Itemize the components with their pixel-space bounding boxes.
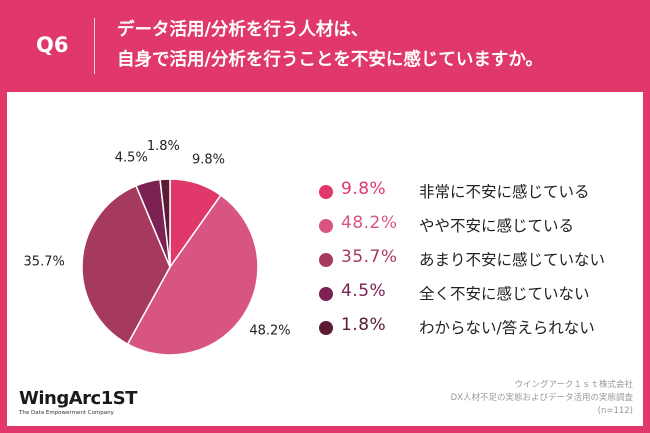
legend-percentage: 9.8% (341, 179, 387, 199)
pie-slice-5 (159, 178, 171, 268)
header-divider (94, 18, 95, 74)
pie-data-label-4: 4.5% (115, 151, 148, 166)
legend-label: わからない/答えられない (419, 319, 595, 337)
pie-data-label-1: 9.8% (192, 152, 225, 167)
legend-label: やや不安に感じている (419, 217, 575, 235)
question-title-line-2: 自身で活用/分析を行うことを不安に感じていますか。 (117, 50, 544, 70)
pie-slice-2 (126, 194, 259, 356)
legend-label: 非常に不安に感じている (419, 183, 590, 201)
legend-percentage: 35.7% (341, 247, 398, 267)
logo-tagline: The Data Empowerment Company (19, 410, 114, 416)
legend-percentage: 48.2% (341, 213, 398, 233)
legend-percentage: 4.5% (341, 281, 387, 301)
pie-chart: 9.8% 48.2% 35.7% 4.5%1.8% (24, 139, 291, 356)
header: Q6 データ活用/分析を行う人材は、 自身で活用/分析を行うことを不安に感じてい… (0, 0, 650, 92)
legend-swatch (319, 287, 333, 301)
legend-swatch (319, 185, 333, 199)
question-title-line-1: データ活用/分析を行う人材は、 (117, 20, 369, 40)
legend-label: 全く不安に感じていない (419, 285, 590, 303)
legend-swatch (319, 253, 333, 267)
pie-data-label-3: 35.7% (24, 254, 65, 269)
company-logo: WingArc1ST The Data Empowerment Company (19, 388, 137, 416)
question-number: Q6 (36, 33, 69, 57)
source-survey: DX人材不足の実態およびデータ活用の実態調査 (450, 393, 633, 403)
source-company: ウイングアーク１ｓｔ株式会社 (514, 380, 634, 390)
pie-data-label-2: 48.2% (249, 324, 290, 339)
legend-percentage: 1.8% (341, 315, 387, 335)
legend-label: あまり不安に感じていない (419, 251, 606, 269)
pie-slice-3 (81, 184, 171, 346)
question-title: データ活用/分析を行う人材は、 自身で活用/分析を行うことを不安に感じていますか… (117, 15, 543, 75)
legend-swatch (319, 219, 333, 233)
chart-card: 9.8% 48.2% 35.7% 4.5% 1.8% 9.8% 非常に不安に感じている 48… (7, 92, 643, 426)
logo-wordmark: WingArc1ST (19, 388, 137, 409)
source-note: ウイングアーク１ｓｔ株式会社 DX人材不足の実態およびデータ活用の実態調査 (n… (451, 379, 633, 418)
legend-swatch (319, 321, 333, 335)
source-sample-size: (n=112) (597, 406, 633, 416)
pie-data-label-5: 1.8% (147, 139, 180, 154)
